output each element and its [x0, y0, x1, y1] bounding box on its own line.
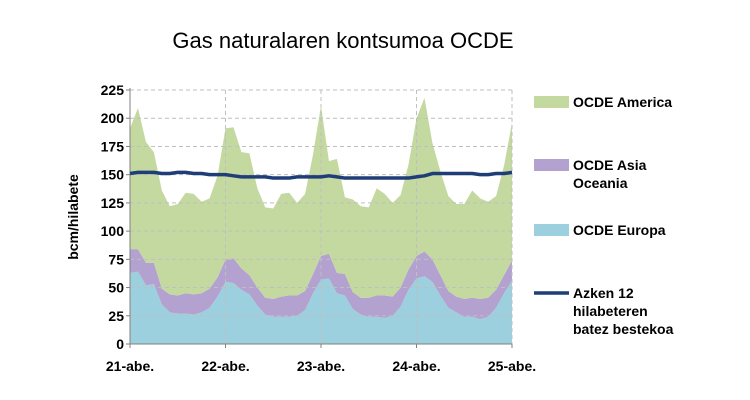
y-tick-label: 0: [116, 336, 124, 352]
legend-swatch: [534, 96, 569, 108]
y-tick-label: 100: [101, 223, 125, 239]
legend-swatch: [534, 224, 569, 236]
y-tick-label: 175: [101, 138, 125, 154]
x-tick-label: 24-abe.: [392, 358, 440, 374]
y-axis-label: bcm/hilabete: [65, 174, 81, 260]
x-tick-label: 23-abe.: [297, 358, 345, 374]
legend-label: OCDE Asia Oceania: [573, 157, 647, 191]
x-tick-label: 22-abe.: [201, 358, 249, 374]
legend-item-ocde-asia-oceania: OCDE Asia Oceania: [534, 157, 647, 191]
legend-label: OCDE Europa: [573, 222, 666, 238]
y-tick-label: 25: [108, 308, 124, 324]
y-tick-label: 200: [101, 110, 125, 126]
chart-title: Gas naturalaren kontsumoa OCDE: [172, 28, 513, 53]
legend-item-ocde-america: OCDE America: [534, 94, 672, 110]
legend: OCDE America OCDE Asia Oceania OCDE Europa A…: [534, 94, 674, 337]
axes: [126, 88, 513, 348]
grid: [130, 89, 513, 344]
x-tick-labels: 21-abe. 22-abe. 23-abe. 24-abe. 25-abe.: [106, 358, 536, 374]
y-tick-label: 125: [101, 195, 125, 211]
legend-label: OCDE America: [573, 94, 672, 110]
line-average-12-months: [129, 170, 513, 180]
y-tick-label: 50: [108, 280, 124, 296]
average-line-layer: [129, 170, 513, 180]
legend-item-average: Azken 12 hilabeteren batez bestekoa: [534, 285, 674, 337]
x-tick-label: 25-abe.: [488, 358, 536, 374]
y-tick-labels: 0 25 50 75 100 125 150 175 200 225: [101, 82, 125, 352]
legend-swatch: [534, 159, 569, 171]
y-tick-label: 75: [108, 251, 124, 267]
legend-label: Azken 12 hilabeteren batez bestekoa: [573, 285, 674, 337]
y-tick-label: 225: [101, 82, 125, 98]
y-tick-label: 150: [101, 167, 125, 183]
legend-item-ocde-europa: OCDE Europa: [534, 222, 666, 238]
x-tick-label: 21-abe.: [106, 358, 154, 374]
